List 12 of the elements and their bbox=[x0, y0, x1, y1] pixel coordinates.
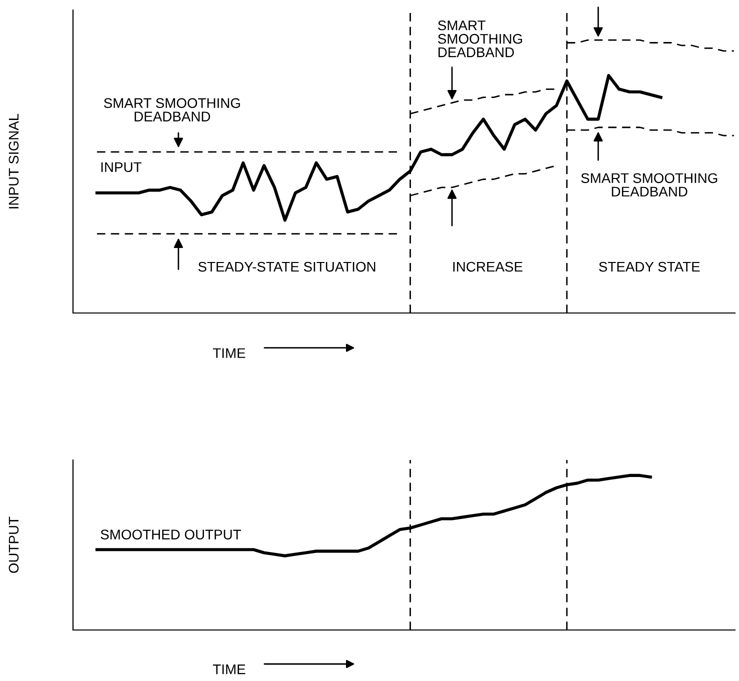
annotation: SMART SMOOTHING DEADBAND bbox=[581, 173, 718, 196]
annotation: STEADY STATE bbox=[599, 262, 700, 272]
y-axis-title: OUTPUT bbox=[8, 516, 19, 573]
series-label: SMOOTHED OUTPUT bbox=[100, 530, 241, 540]
x-axis-title: TIME bbox=[212, 664, 246, 674]
annotation: STEADY-STATE SITUATION bbox=[198, 262, 376, 272]
annotation: SMART SMOOTHING DEADBAND bbox=[438, 20, 522, 58]
series-label: INPUT bbox=[101, 162, 142, 172]
annotation: INCREASE bbox=[453, 262, 522, 272]
annotation: SMART SMOOTHING DEADBAND bbox=[104, 98, 240, 122]
y-axis-title: INPUT SIGNAL bbox=[8, 114, 19, 208]
x-axis-title: TIME bbox=[212, 348, 246, 358]
